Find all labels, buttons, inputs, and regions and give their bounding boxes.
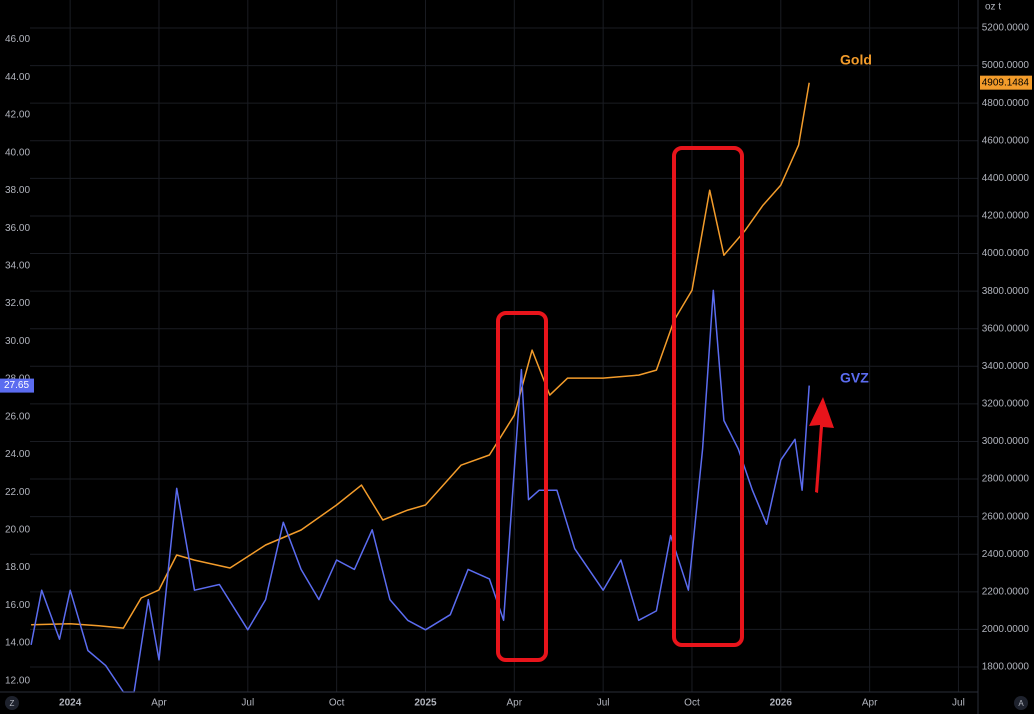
y-tick-label: 44.00: [5, 72, 30, 83]
x-tick-label: Apr: [507, 698, 523, 709]
last-value-label: 4909.1484: [982, 77, 1030, 88]
last-value-badge: [980, 75, 1032, 90]
x-tick-label: Jul: [952, 698, 965, 709]
x-tick-label: Oct: [329, 698, 345, 709]
control-button[interactable]: [1014, 696, 1028, 710]
arrow: [809, 397, 834, 493]
last-value-badge: [0, 378, 34, 393]
y-tick-label: 20.00: [5, 524, 30, 535]
x-tick-label: Jul: [597, 698, 610, 709]
highlight-box: [672, 146, 744, 647]
y2-tick-label: 4400.0000: [982, 173, 1030, 184]
y2-tick-label: 3400.0000: [982, 361, 1030, 372]
x-tick-label: 2025: [414, 698, 437, 709]
grid: [30, 0, 978, 692]
x-tick-label: Apr: [862, 698, 878, 709]
y-tick-label: 18.00: [5, 562, 30, 573]
y2-tick-label: 3000.0000: [982, 436, 1030, 447]
y2-tick-label: 5000.0000: [982, 60, 1030, 71]
y-tick-label: 36.00: [5, 223, 30, 234]
highlight-box: [496, 311, 548, 662]
y2-tick-label: 2200.0000: [982, 586, 1030, 597]
y-tick-label: 26.00: [5, 411, 30, 422]
y2-tick-label: 3200.0000: [982, 399, 1030, 410]
plot: [30, 82, 810, 693]
y2-tick-label: 4800.0000: [982, 98, 1030, 109]
y-tick-label: 34.00: [5, 261, 30, 272]
y-tick-label: 22.00: [5, 487, 30, 498]
x-tick-label: Apr: [151, 698, 167, 709]
last-value-label: 27.65: [4, 380, 29, 391]
y-tick-label: 38.00: [5, 185, 30, 196]
series-name: GVZ: [840, 369, 869, 385]
y2-tick-label: 1800.0000: [982, 662, 1030, 673]
x-tick-label: Oct: [684, 698, 700, 709]
y2-tick-label: 5200.0000: [982, 23, 1030, 34]
unit-label: oz t: [985, 2, 1001, 13]
x-tick-label: 2026: [770, 698, 793, 709]
y-tick-label: 32.00: [5, 298, 30, 309]
y2-tick-label: 2800.0000: [982, 474, 1030, 485]
y-tick-label: 42.00: [5, 110, 30, 121]
control-label[interactable]: Z: [10, 699, 15, 708]
x-tick-label: Jul: [241, 698, 254, 709]
y2-tick-label: 4000.0000: [982, 248, 1030, 259]
y2-tick-label: 2600.0000: [982, 511, 1030, 522]
y2-tick-label: 2400.0000: [982, 549, 1030, 560]
y-tick-label: 16.00: [5, 600, 30, 611]
y2-tick-label: 2000.0000: [982, 624, 1030, 635]
y2-tick-label: 4200.0000: [982, 211, 1030, 222]
series-line: [30, 289, 810, 693]
y-tick-label: 14.00: [5, 638, 30, 649]
control-button[interactable]: [5, 696, 19, 710]
y-tick-label: 30.00: [5, 336, 30, 347]
control-label[interactable]: A: [1018, 699, 1024, 708]
x-tick-label: 2024: [59, 698, 82, 709]
y-tick-label: 40.00: [5, 147, 30, 158]
y-tick-label: 46.00: [5, 34, 30, 45]
y2-tick-label: 4600.0000: [982, 135, 1030, 146]
y-tick-label: 12.00: [5, 675, 30, 686]
y-tick-label: 24.00: [5, 449, 30, 460]
y2-tick-label: 3600.0000: [982, 323, 1030, 334]
y2-tick-label: 3800.0000: [982, 286, 1030, 297]
series-name: Gold: [840, 51, 872, 67]
